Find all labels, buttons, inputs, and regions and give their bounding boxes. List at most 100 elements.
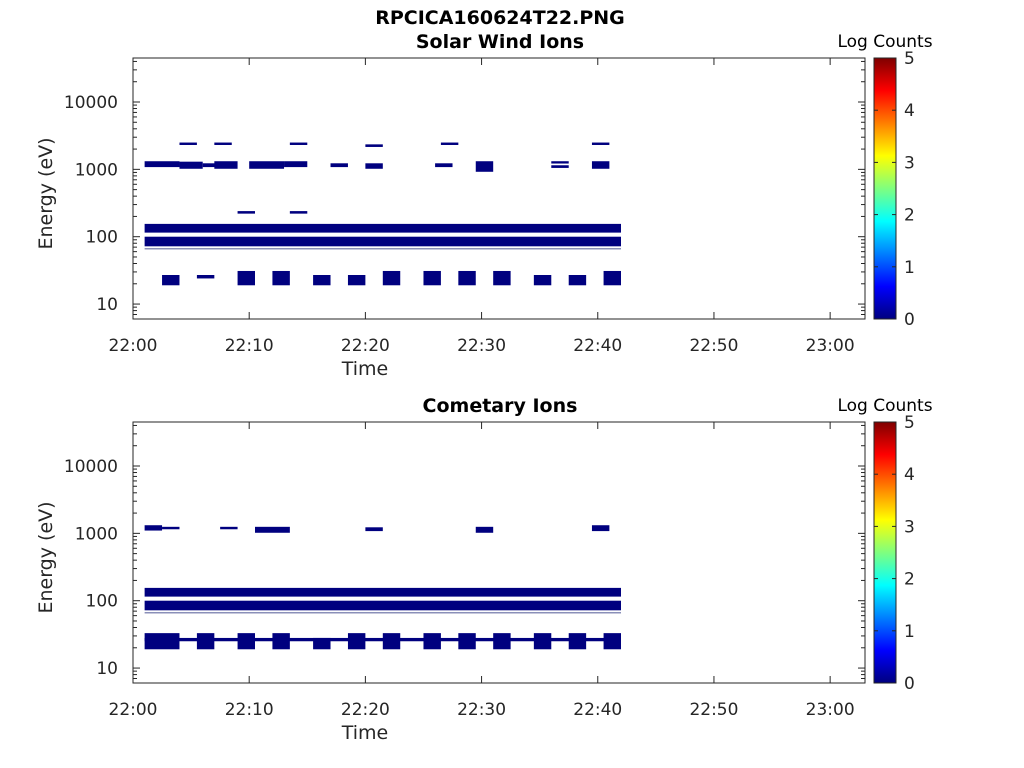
heatmap-cell — [365, 144, 383, 147]
heatmap-cell — [237, 270, 255, 286]
heatmap-cell — [144, 611, 621, 614]
heatmap-cells — [144, 525, 621, 650]
heatmap-cell — [603, 270, 621, 286]
y-tick-label: 1000 — [75, 524, 118, 544]
colorbar-tick-label: 2 — [904, 206, 915, 226]
heatmap-cell — [347, 275, 366, 286]
colorbar-tick-label: 2 — [904, 570, 915, 590]
colorbar — [873, 421, 897, 684]
heatmap-cell — [220, 526, 238, 530]
heatmap-cell — [144, 223, 621, 233]
x-tick-label: 22:40 — [573, 336, 622, 356]
heatmap-cell — [237, 211, 255, 214]
heatmap-cell — [313, 275, 331, 286]
heatmap-cell — [591, 142, 610, 145]
heatmap-cell — [202, 163, 221, 168]
heatmap-cell — [284, 161, 308, 168]
heatmap-cell — [330, 163, 348, 168]
heatmap-cell — [475, 161, 494, 172]
heatmap-cell — [214, 161, 238, 169]
heatmap-cell — [289, 211, 308, 214]
heatmap-cell — [533, 633, 552, 650]
panel-title: Solar Wind Ions — [416, 31, 584, 53]
colorbar-tick-label: 5 — [904, 49, 915, 69]
heatmap-cell — [272, 270, 290, 286]
x-tick-label: 22:00 — [109, 700, 158, 720]
heatmap-cell — [144, 633, 180, 650]
heatmap-cell — [568, 633, 587, 650]
heatmap-cell — [551, 165, 569, 168]
heatmap-cell — [289, 142, 308, 145]
heatmap-cell — [493, 633, 511, 650]
y-axis-label: Energy (eV) — [35, 501, 57, 613]
heatmap-cell — [493, 270, 511, 286]
x-tick-label: 22:00 — [109, 336, 158, 356]
x-tick-label: 22:20 — [341, 700, 390, 720]
colorbar-tick-label: 1 — [904, 622, 915, 642]
heatmap-cell — [440, 142, 459, 145]
heatmap-cell — [237, 633, 255, 650]
panel-title: Cometary Ions — [423, 395, 578, 417]
x-tick-label: 22:40 — [573, 700, 622, 720]
y-tick-label: 1000 — [75, 160, 118, 180]
colorbar-title: Log Counts — [837, 396, 932, 416]
colorbar-tick-label: 1 — [904, 258, 915, 278]
heatmap-cell — [214, 142, 232, 145]
heatmap-cell — [533, 275, 552, 286]
heatmap-cell — [179, 142, 197, 145]
heatmap-cell — [603, 633, 621, 650]
x-axis-label: Time — [341, 722, 389, 744]
heatmap-cell — [162, 526, 180, 530]
x-tick-label: 22:50 — [689, 700, 738, 720]
colorbar-tick-label: 0 — [904, 310, 915, 330]
heatmap-cell — [423, 633, 441, 650]
colorbar — [873, 57, 897, 320]
heatmap-cell — [144, 247, 621, 250]
heatmap-cell — [272, 633, 290, 650]
heatmap-cell — [551, 161, 569, 164]
heatmap-cell — [179, 161, 203, 169]
y-tick-label: 100 — [86, 592, 118, 612]
heatmap-cell — [196, 275, 215, 279]
figure-title: RPCICA160624T22.PNG — [375, 7, 625, 29]
heatmap-cell — [365, 163, 383, 169]
x-tick-label: 23:00 — [806, 700, 855, 720]
x-tick-label: 22:10 — [225, 336, 274, 356]
colorbar-tick-label: 4 — [904, 465, 915, 485]
heatmap-cell — [423, 270, 441, 286]
colorbar-tick-label: 0 — [904, 674, 915, 694]
heatmap-cell — [435, 163, 453, 168]
heatmap-cell — [196, 633, 215, 650]
heatmap-cell — [249, 161, 285, 169]
heatmap-cell — [144, 161, 180, 168]
heatmap-cell — [144, 587, 621, 597]
x-tick-label: 22:10 — [225, 700, 274, 720]
heatmap-cell — [365, 527, 383, 532]
heatmap-cell — [568, 275, 587, 286]
heatmap-cell — [591, 525, 610, 532]
y-tick-label: 10000 — [64, 93, 118, 113]
heatmap-cell — [475, 526, 494, 533]
x-tick-label: 22:30 — [457, 336, 506, 356]
heatmap-cells — [144, 142, 621, 286]
heatmap-cell — [144, 600, 621, 611]
y-tick-label: 10000 — [64, 457, 118, 477]
axes-frame — [132, 57, 866, 320]
heatmap-cell — [144, 236, 621, 247]
colorbar-title: Log Counts — [837, 32, 932, 52]
colorbar-tick-label: 4 — [904, 101, 915, 121]
heatmap-cell — [144, 525, 163, 531]
heatmap-cell — [162, 275, 180, 286]
heatmap-cell — [458, 270, 476, 286]
colorbar-tick-label: 5 — [904, 413, 915, 433]
heatmap-cell — [255, 526, 290, 533]
heatmap-cell — [382, 270, 401, 286]
heatmap-cell — [313, 637, 331, 650]
colorbar-tick-label: 3 — [904, 153, 915, 173]
heatmap-cell — [382, 633, 401, 650]
x-tick-label: 22:30 — [457, 700, 506, 720]
x-axis-label: Time — [341, 358, 389, 380]
panel-solar-wind-ions: Solar Wind Ions 22:00 22:10 22:20 22:30 22:40… — [35, 31, 933, 380]
